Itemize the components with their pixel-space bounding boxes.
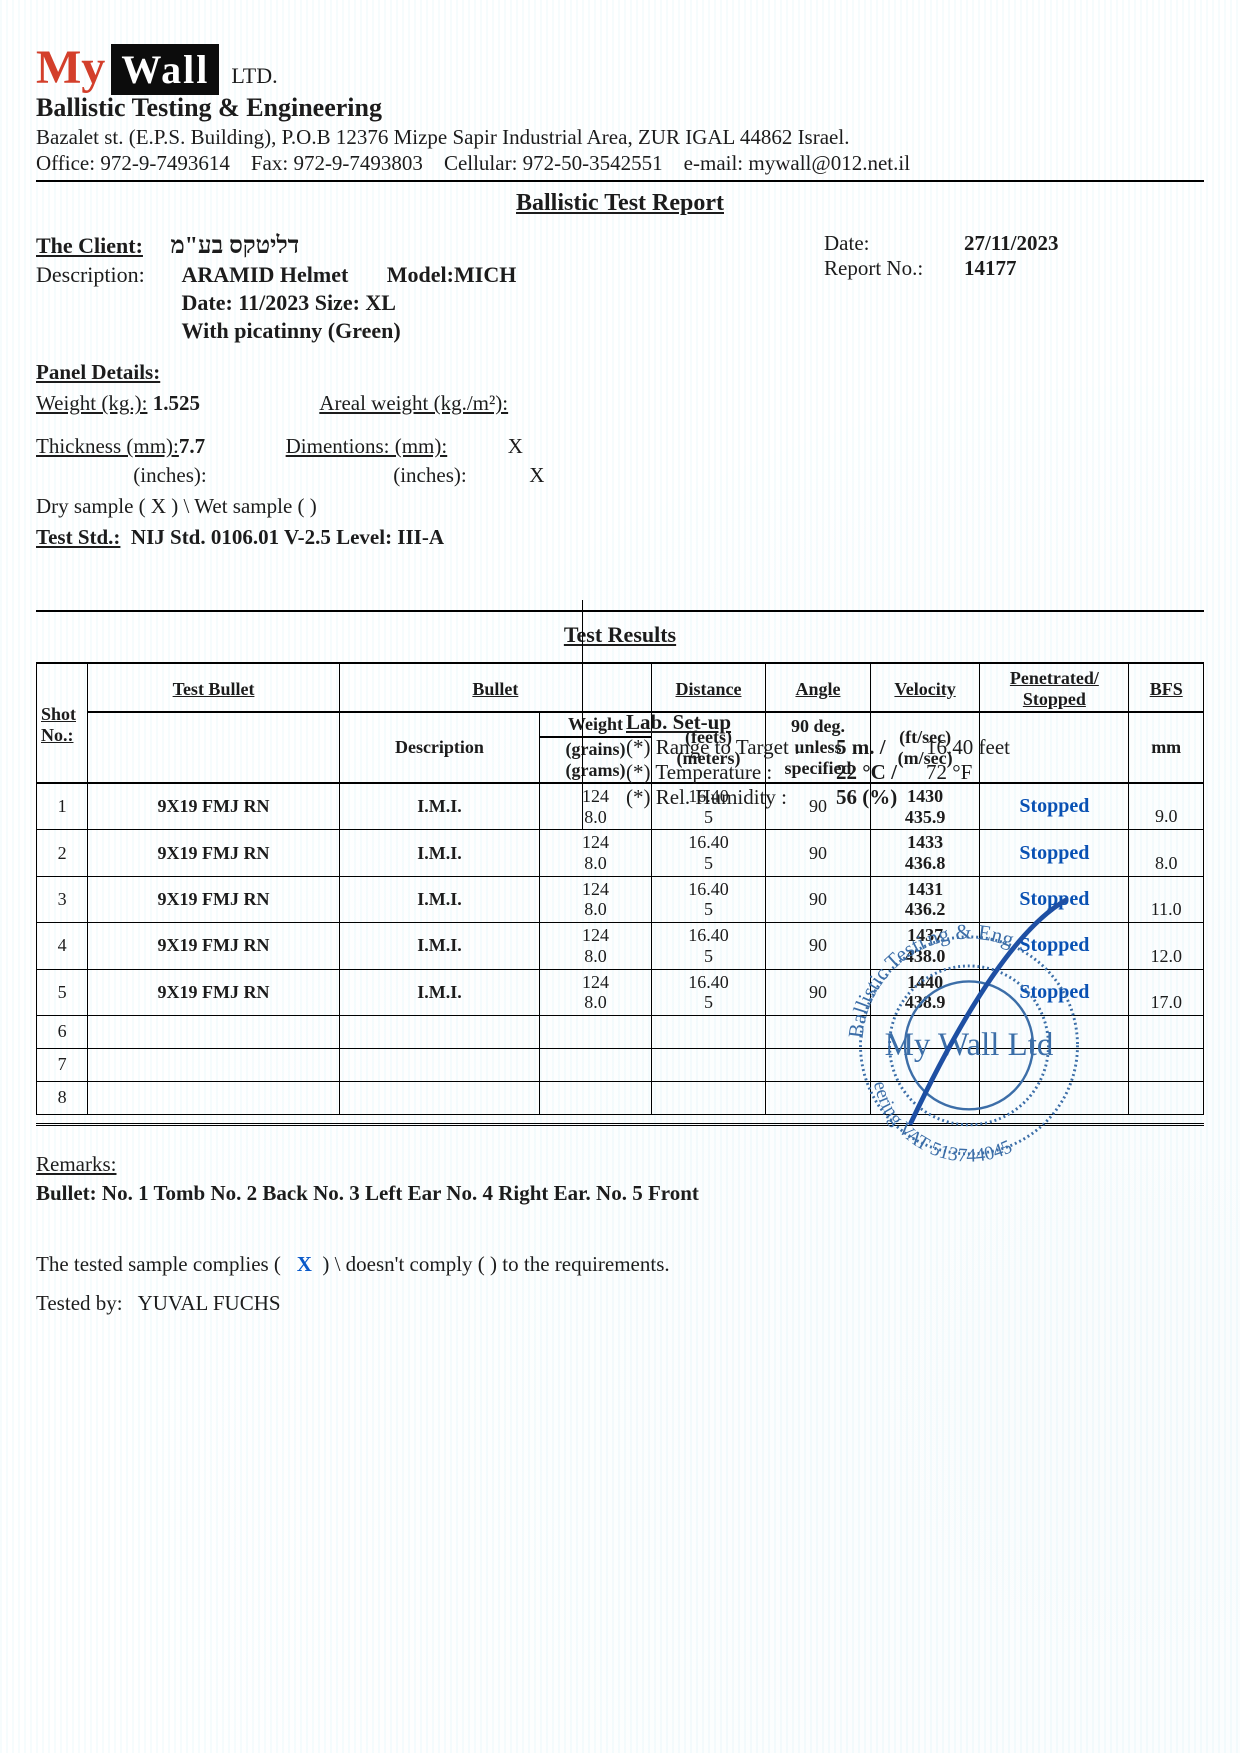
test-std-label: Test Std.: — [36, 525, 120, 549]
desc-extra: With picatinny (Green) — [182, 318, 401, 343]
table-row: 39X19 FMJ RNI.M.I.1248.016.405901431436.… — [37, 876, 1204, 922]
tested-by-line: Tested by: YUVAL FUCHS — [36, 1291, 1204, 1316]
model-value: MICH — [454, 262, 516, 287]
contact-line: Office: 972-9-7493614 Fax: 972-9-7493803… — [36, 151, 1204, 176]
dim-x1: X — [508, 434, 523, 458]
test-std-value: NIJ Std. 0106.01 V-2.5 Level: III-A — [131, 525, 444, 549]
dimensions-in-label: (inches): — [393, 463, 466, 487]
col-angle: Angle — [795, 679, 840, 699]
col-description: Description — [339, 712, 539, 783]
fax-phone: 972-9-7493803 — [293, 151, 423, 175]
client-label: The Client: — [36, 233, 143, 258]
divider — [36, 610, 1204, 612]
client-block: The Client: דליטקס בע"מ Description: ARA… — [36, 231, 800, 346]
table-row: 29X19 FMJ RNI.M.I.1248.016.405901433436.… — [37, 830, 1204, 876]
description-value: ARAMID Helmet — [182, 262, 349, 287]
remarks-line: Bullet: No. 1 Tomb No. 2 Back No. 3 Left… — [36, 1181, 1204, 1206]
col-distance: Distance — [675, 679, 741, 699]
sample-condition: Dry sample ( X ) \ Wet sample ( ) — [36, 494, 1204, 519]
thickness-mm: 7.7 — [179, 434, 205, 458]
results-title: Test Results — [36, 622, 1204, 648]
temp-c: 22 °C / — [836, 760, 926, 785]
vertical-divider — [582, 600, 583, 830]
col-bfs: BFS — [1150, 679, 1183, 699]
panel-title: Panel Details: — [36, 360, 1204, 385]
temp-label: (*) Temperature : — [626, 760, 836, 785]
complies-pre: The tested sample complies ( — [36, 1252, 281, 1276]
email: mywall@012.net.il — [748, 151, 910, 175]
double-rule — [36, 1123, 1204, 1130]
dimensions-mm-label: Dimentions: (mm): — [286, 434, 448, 458]
weight-label: Weight (kg.): — [36, 391, 147, 415]
address: Bazalet st. (E.P.S. Building), P.O.B 123… — [36, 125, 1204, 150]
thickness-mm-label: Thickness (mm): — [36, 434, 179, 458]
table-row: 8 — [37, 1081, 1204, 1114]
temp-f: 72 °F — [926, 760, 972, 785]
report-no: 14177 — [964, 256, 1017, 281]
report-date-label: Date: — [824, 231, 964, 256]
cell-phone: 972-50-3542551 — [523, 151, 663, 175]
tagline: Ballistic Testing & Engineering — [36, 93, 1204, 123]
tested-by: YUVAL FUCHS — [138, 1291, 281, 1315]
report-title: Ballistic Test Report — [36, 190, 1204, 217]
remarks-label: Remarks: — [36, 1152, 116, 1176]
range-m: 5 m. / — [836, 735, 926, 760]
report-date: 27/11/2023 — [964, 231, 1059, 256]
table-row: 6 — [37, 1015, 1204, 1048]
letterhead: My Wall LTD. Ballistic Testing & Enginee… — [36, 40, 1204, 182]
range-label: (*) Range to Target : — [626, 735, 836, 760]
lab-setup: Lab. Set-up (*) Range to Target :5 m. /1… — [626, 710, 1186, 810]
remarks: Remarks: Bullet: No. 1 Tomb No. 2 Back N… — [36, 1152, 1204, 1206]
report-no-label: Report No.: — [824, 256, 964, 281]
model-label: Model: — [387, 262, 454, 287]
areal-weight-label: Areal weight (kg./m²): — [319, 391, 508, 415]
fax-label: Fax: — [251, 151, 288, 175]
range-ft: 16.40 feet — [926, 735, 1010, 760]
col-test-bullet: Test Bullet — [173, 679, 255, 699]
hum-label: (*) Rel. Humidity : — [626, 785, 836, 810]
office-phone: 972-9-7493614 — [100, 151, 230, 175]
cell-label: Cellular: — [444, 151, 517, 175]
divider — [36, 180, 1204, 182]
description-label: Description: — [36, 262, 176, 288]
hum-value: 56 (%) — [836, 785, 897, 810]
logo: My Wall LTD. — [36, 40, 1204, 95]
logo-wall: Wall — [111, 44, 219, 95]
col-velocity: Velocity — [894, 679, 955, 699]
thickness-in-label: (inches): — [133, 463, 206, 487]
table-row: 49X19 FMJ RNI.M.I.1248.016.405901437438.… — [37, 923, 1204, 969]
complies-mid: ) \ doesn't comply ( ) to the requiremen… — [322, 1252, 669, 1276]
compliance: The tested sample complies ( X ) \ doesn… — [36, 1252, 1204, 1277]
col-penstop: Penetrated/ Stopped — [1010, 668, 1099, 709]
logo-my: My — [36, 40, 105, 95]
panel-details: Panel Details: Weight (kg.): 1.525 Areal… — [36, 360, 1204, 1316]
weight-value: 1.525 — [153, 391, 200, 415]
col-shot: Shot No.: — [41, 704, 76, 745]
client-name: דליטקס בע"מ — [170, 233, 299, 259]
report-meta: Date:27/11/2023 Report No.:14177 — [824, 231, 1204, 346]
complies-x: X — [297, 1252, 312, 1276]
desc-date-size: Date: 11/2023 Size: XL — [182, 290, 396, 315]
dim-x2: X — [529, 463, 544, 487]
table-row: 59X19 FMJ RNI.M.I.1248.016.405901440438.… — [37, 969, 1204, 1015]
tested-by-label: Tested by: — [36, 1291, 123, 1315]
office-label: Office: — [36, 151, 95, 175]
lab-setup-title: Lab. Set-up — [626, 710, 1186, 735]
logo-ltd: LTD. — [231, 63, 277, 89]
email-label: e-mail: — [684, 151, 743, 175]
col-bullet: Bullet — [472, 679, 518, 699]
table-row: 7 — [37, 1048, 1204, 1081]
